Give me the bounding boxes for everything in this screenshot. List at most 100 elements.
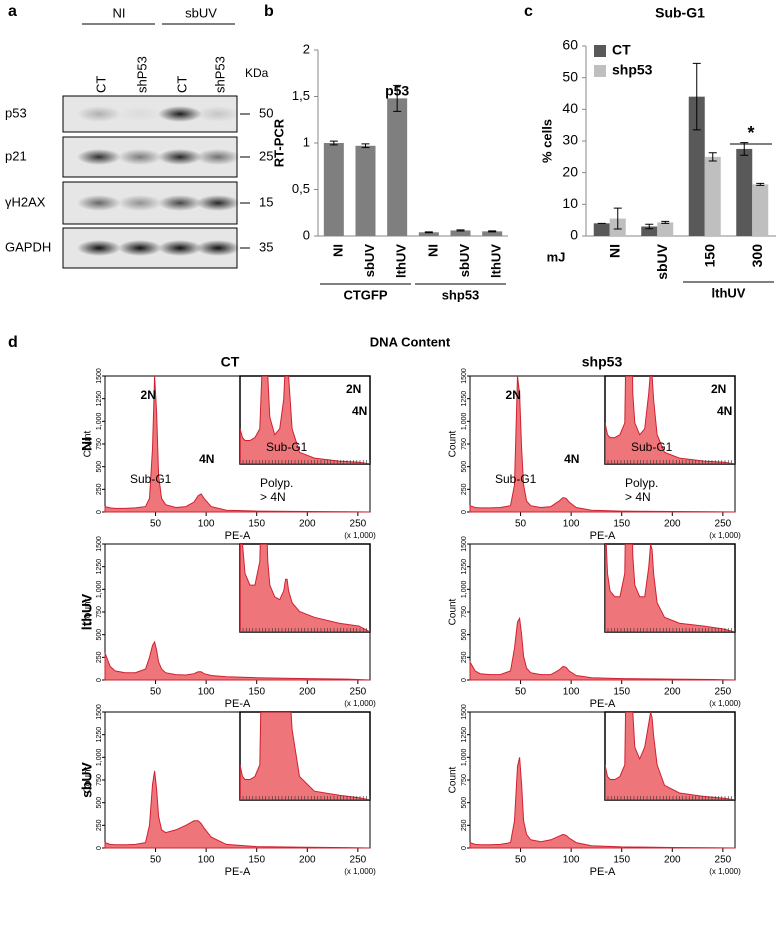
x-tick-label: 100	[563, 687, 580, 698]
group-label: lthUV	[712, 285, 746, 300]
error-bar	[756, 182, 765, 186]
panel-label: a	[8, 3, 17, 20]
y-tick-label: 500	[96, 461, 103, 473]
bar	[450, 230, 471, 236]
x-axis-label: PE-A	[225, 866, 251, 878]
x-tick-label: 50	[150, 519, 162, 530]
inset-ticks	[607, 460, 736, 464]
x-axis-label: PE-A	[590, 530, 616, 542]
annotation: 2N	[141, 388, 156, 402]
blot-band	[158, 240, 202, 256]
histogram-area	[469, 616, 736, 681]
x-tick-label: 100	[563, 855, 580, 866]
inset-ticks	[607, 796, 736, 800]
y-tick-label: 500	[461, 629, 468, 641]
bar	[688, 96, 705, 237]
panel-label: c	[524, 3, 533, 20]
kda-label: 50	[259, 105, 273, 120]
y-tick-label: 750	[96, 774, 103, 786]
y-tick-label: 1250	[461, 391, 468, 407]
x-axis-unit: (x 1,000)	[344, 867, 376, 876]
kda-label: 15	[259, 194, 273, 209]
x-tick-label: 150	[613, 855, 630, 866]
band-label: p53	[5, 105, 27, 120]
blot-band	[158, 195, 202, 211]
bar	[355, 145, 376, 236]
x-tick-label: 200	[299, 855, 316, 866]
error-bar	[661, 220, 670, 224]
annotation: 4N	[564, 452, 579, 466]
blot-band	[118, 240, 162, 256]
inset-annotation: 2N	[711, 382, 726, 396]
y-tick-label: 500	[461, 461, 468, 473]
y-tick-label: 750	[96, 606, 103, 618]
group-label: shp53	[442, 287, 480, 302]
x-tick-label: 200	[299, 519, 316, 530]
chart-title: p53	[385, 83, 409, 99]
inset-ticks	[242, 460, 371, 464]
lane-label: shP53	[134, 56, 149, 93]
blot-band	[158, 106, 202, 122]
y-tick-label: 1,000	[96, 580, 103, 598]
x-tick-label: NI	[425, 244, 440, 257]
bar	[704, 156, 721, 236]
blot-band	[77, 106, 121, 122]
inset-annotation: 2N	[346, 382, 361, 396]
x-tick-label: sbUV	[362, 244, 377, 278]
y-tick-label: 1,000	[461, 580, 468, 598]
x-tick-label: 150	[613, 519, 630, 530]
annotation: Polyp.	[260, 476, 293, 490]
y-tick-label: 0	[96, 678, 103, 682]
y-tick-label: 1,000	[461, 412, 468, 430]
y-tick-label: 750	[461, 606, 468, 618]
annotation: > 4N	[625, 490, 651, 504]
error-bar	[393, 84, 402, 112]
y-tick-label: 1,000	[461, 748, 468, 766]
band-label: γH2AX	[5, 194, 46, 209]
y-tick-label: 750	[461, 774, 468, 786]
blot-band	[77, 240, 121, 256]
bar	[641, 226, 658, 236]
blot-band	[118, 195, 162, 211]
y-axis-label: Count	[448, 766, 459, 793]
y-axis-label: Count	[83, 430, 94, 457]
legend-swatch	[594, 65, 606, 77]
y-axis-label: Count	[448, 598, 459, 625]
group-label: CTGFP	[343, 287, 387, 302]
x-tick-label: 150	[248, 519, 265, 530]
x-tick-label: NI	[606, 244, 622, 258]
y-tick-label: 1500	[96, 368, 103, 384]
annotation: 4N	[199, 452, 214, 466]
y-tick-label: 250	[461, 819, 468, 831]
x-tick-label: 200	[664, 519, 681, 530]
inset-ticks	[607, 628, 736, 632]
blot-band	[77, 195, 121, 211]
inset-annotation: Sub-G1	[266, 440, 308, 454]
y-tick-label: 2	[303, 41, 310, 56]
y-axis-label: % cells	[539, 119, 554, 163]
y-tick-label: 1500	[461, 536, 468, 552]
x-tick-label: 300	[749, 244, 765, 268]
inset-ticks	[242, 796, 371, 800]
section-title: DNA Content	[370, 334, 451, 349]
legend-swatch	[594, 45, 606, 57]
row-label: NI	[79, 437, 95, 451]
histogram-area	[104, 375, 371, 513]
x-axis-label: mJ	[547, 249, 566, 264]
group-label: NI	[113, 5, 126, 20]
blot-band	[77, 149, 121, 165]
x-tick-label: 100	[198, 855, 215, 866]
x-tick-label: lthUV	[489, 244, 504, 278]
y-tick-label: 250	[96, 483, 103, 495]
x-axis-unit: (x 1,000)	[709, 531, 741, 540]
inset-annotation: 4N	[352, 404, 367, 418]
x-tick-label: 100	[198, 687, 215, 698]
band-label: p21	[5, 148, 27, 163]
bar	[657, 222, 674, 236]
bar	[323, 143, 344, 236]
blot-band	[196, 149, 240, 165]
histogram-area	[469, 375, 736, 513]
x-axis-unit: (x 1,000)	[709, 867, 741, 876]
y-axis-label: Count	[83, 766, 94, 793]
